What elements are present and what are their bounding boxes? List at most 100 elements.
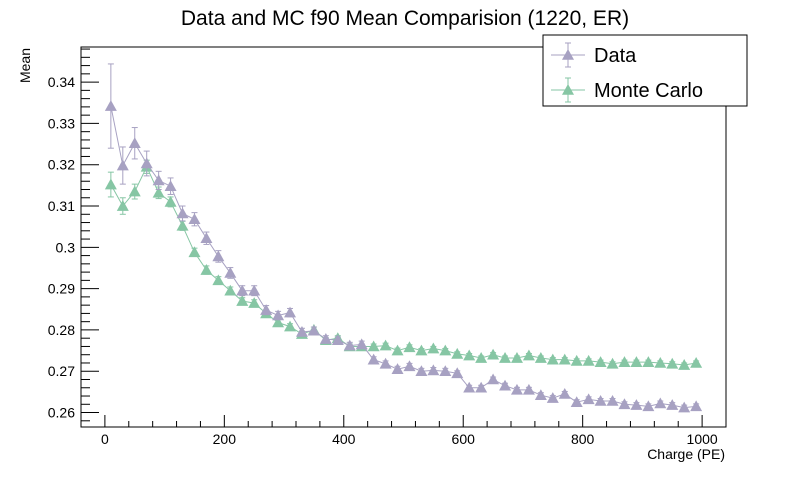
data-point xyxy=(522,349,535,361)
data-point xyxy=(248,297,261,308)
data-point xyxy=(367,340,380,352)
legend-marker xyxy=(562,49,574,60)
x-tick-label: 0 xyxy=(101,431,109,447)
data-point xyxy=(176,207,189,219)
data-point xyxy=(284,306,297,318)
data-point xyxy=(439,365,452,377)
x-tick-label: 1000 xyxy=(687,431,718,447)
y-axis-label: Mean xyxy=(17,48,33,83)
data-point xyxy=(152,174,165,186)
legend-label: Data xyxy=(594,45,637,67)
data-point xyxy=(319,333,332,344)
y-tick-label: 0.34 xyxy=(48,74,75,90)
data-point xyxy=(224,266,237,278)
data-point xyxy=(606,357,619,369)
data-point xyxy=(606,394,619,406)
data-point xyxy=(630,356,643,367)
data-point xyxy=(104,100,117,111)
data-point xyxy=(403,341,416,353)
data-point xyxy=(212,250,225,262)
data-point xyxy=(546,392,559,403)
data-point xyxy=(272,309,285,321)
data-point xyxy=(534,389,547,400)
data-point xyxy=(415,344,428,356)
data-point xyxy=(367,353,380,365)
data-point xyxy=(236,295,249,306)
data-point xyxy=(654,397,667,409)
data-point xyxy=(188,246,201,258)
data-point xyxy=(116,200,129,211)
data-point xyxy=(690,400,703,412)
data-point xyxy=(248,284,261,296)
data-point xyxy=(618,356,631,367)
series-monte-carlo xyxy=(104,159,703,370)
data-point xyxy=(487,348,500,360)
data-point xyxy=(379,357,392,369)
data-point xyxy=(284,320,297,332)
data-point xyxy=(690,356,703,368)
legend: Data Monte Carlo xyxy=(542,34,748,107)
data-point xyxy=(499,379,512,391)
y-tick-label: 0.28 xyxy=(48,322,75,338)
data-point xyxy=(164,195,177,207)
data-point xyxy=(176,219,189,231)
plot-frame xyxy=(80,46,727,428)
data-point xyxy=(546,353,559,365)
data-point xyxy=(582,393,595,405)
data-point xyxy=(618,398,631,410)
data-point xyxy=(630,399,643,410)
y-tick-label: 0.29 xyxy=(48,281,75,297)
data-point xyxy=(164,180,177,191)
data-point xyxy=(642,356,655,367)
data-point xyxy=(200,232,213,244)
data-point xyxy=(140,157,153,169)
data-point xyxy=(391,344,404,356)
x-axis-label: Charge (PE) xyxy=(647,446,725,462)
data-point xyxy=(212,274,225,286)
data-point xyxy=(451,367,464,379)
data-point xyxy=(558,353,571,365)
y-tick-label: 0.33 xyxy=(48,115,75,131)
data-point xyxy=(116,159,129,171)
plot-area xyxy=(104,63,703,413)
y-tick-label: 0.27 xyxy=(48,363,75,379)
data-point xyxy=(642,400,655,412)
data-point xyxy=(439,344,452,356)
x-tick-label: 400 xyxy=(332,431,356,447)
legend-entry-data: Data xyxy=(551,42,637,68)
data-point xyxy=(128,185,141,197)
legend-entry-monte-carlo: Monte Carlo xyxy=(551,77,703,103)
series-data xyxy=(104,63,703,413)
data-point xyxy=(343,339,356,351)
data-point xyxy=(224,284,237,296)
y-tick-label: 0.26 xyxy=(48,405,75,421)
data-point xyxy=(451,347,464,359)
x-tick-label: 600 xyxy=(452,431,476,447)
data-point xyxy=(295,326,308,337)
axes: 0 200 400 600 800 1000 0.26 0.27 0.28 0.29 0.3 0.31… xyxy=(48,46,727,447)
data-point xyxy=(570,396,583,408)
data-point xyxy=(307,324,320,336)
data-point xyxy=(582,354,595,366)
data-point xyxy=(594,394,607,406)
data-point xyxy=(236,284,249,296)
data-point xyxy=(522,383,535,395)
legend-box xyxy=(542,34,748,107)
data-point xyxy=(570,354,583,366)
data-point xyxy=(128,137,141,149)
data-point xyxy=(427,342,440,354)
data-point xyxy=(200,264,213,275)
data-point xyxy=(415,365,428,377)
data-point xyxy=(678,359,691,370)
data-point xyxy=(403,360,416,372)
data-point xyxy=(666,357,679,369)
data-point xyxy=(391,363,404,374)
legend-label: Monte Carlo xyxy=(594,80,703,102)
data-point xyxy=(379,339,392,351)
x-tick-label: 200 xyxy=(213,431,237,447)
data-point xyxy=(331,334,344,346)
data-point xyxy=(594,356,607,367)
data-point xyxy=(463,381,476,393)
